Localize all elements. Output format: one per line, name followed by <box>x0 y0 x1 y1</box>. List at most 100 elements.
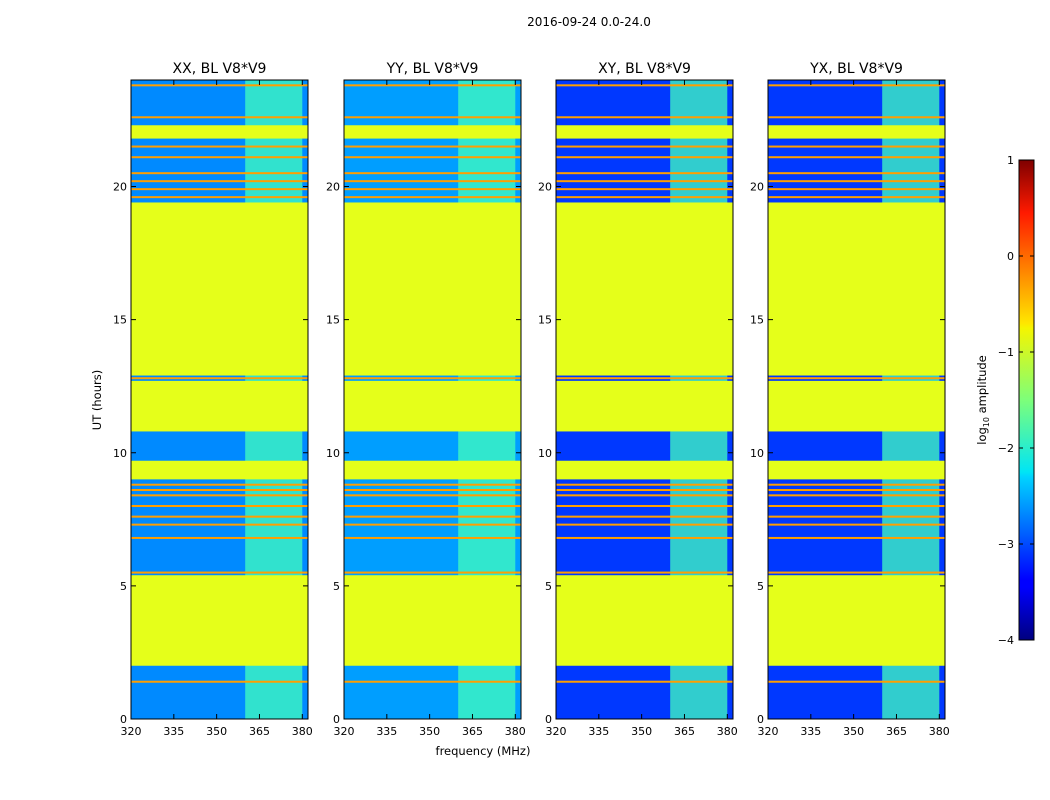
x-tick-label: 320 <box>121 725 142 738</box>
x-tick-label: 335 <box>588 725 609 738</box>
panel-xx: XX, BL V8*V9 320 335 350 365 380 0 5 10 15 20 <box>113 61 313 738</box>
flagged-range <box>556 202 733 376</box>
flagged-range <box>344 380 521 432</box>
y-tick-label: 10 <box>326 447 340 460</box>
panel-title: YY, BL V8*V9 <box>386 61 479 77</box>
flagged-range <box>768 125 945 139</box>
figure-title: 2016-09-24 0.0-24.0 <box>527 15 651 29</box>
narrow-line <box>344 145 521 148</box>
narrow-line <box>344 680 521 683</box>
narrow-line <box>556 116 733 119</box>
x-tick-label: 320 <box>758 725 779 738</box>
narrow-line <box>131 156 308 159</box>
narrow-line <box>768 180 945 183</box>
colorbar-gradient <box>1018 159 1035 641</box>
flagged-range <box>768 575 945 666</box>
colorbar-tick-label: −3 <box>998 538 1014 551</box>
narrow-line <box>768 172 945 175</box>
y-tick-label: 5 <box>333 580 340 593</box>
x-tick-label: 380 <box>717 725 738 738</box>
colorbar-label-sub: 10 <box>982 417 991 427</box>
narrow-line <box>768 116 945 119</box>
y-axis-label: UT (hours) <box>90 370 104 430</box>
y-tick-label: 5 <box>757 580 764 593</box>
y-tick-label: 15 <box>113 314 127 327</box>
y-tick-label: 0 <box>120 713 127 726</box>
narrow-line <box>131 515 308 518</box>
narrow-line <box>131 536 308 539</box>
narrow-line <box>556 489 733 492</box>
colorbar-tick-label: 0 <box>1007 250 1014 263</box>
y-tick-label: 15 <box>750 314 764 327</box>
narrow-line <box>131 116 308 119</box>
narrow-line <box>556 515 733 518</box>
x-tick-label: 320 <box>334 725 355 738</box>
narrow-line <box>556 536 733 539</box>
narrow-line <box>768 505 945 507</box>
narrow-line <box>131 180 308 183</box>
colorbar-tick-label: −4 <box>998 634 1014 647</box>
narrow-line <box>344 483 521 486</box>
x-tick-label: 380 <box>505 725 526 738</box>
flagged-range <box>556 575 733 666</box>
flagged-range <box>344 125 521 139</box>
panel-yx: YX, BL V8*V9 320 335 350 365 380 0 5 10 15 20 <box>750 61 950 738</box>
y-tick-label: 20 <box>326 181 340 194</box>
narrow-line <box>344 523 521 526</box>
narrow-line <box>768 196 945 199</box>
x-tick-label: 380 <box>929 725 950 738</box>
narrow-line <box>131 505 308 507</box>
narrow-line <box>556 196 733 199</box>
narrow-line <box>556 505 733 507</box>
y-tick-label: 10 <box>113 447 127 460</box>
narrow-line <box>344 196 521 199</box>
y-tick-label: 0 <box>545 713 552 726</box>
narrow-line <box>556 145 733 148</box>
panel-yy: YY, BL V8*V9 320 335 350 365 380 0 5 10 15 20 <box>326 61 526 738</box>
narrow-line <box>556 494 733 497</box>
narrow-line <box>768 680 945 683</box>
x-tick-label: 365 <box>462 725 483 738</box>
colorbar: −4 −3 −2 −1 0 1 <box>998 154 1035 647</box>
y-tick-label: 10 <box>538 447 552 460</box>
y-tick-label: 15 <box>326 314 340 327</box>
narrow-line <box>556 483 733 486</box>
colorbar-label: log10 amplitude <box>975 355 991 445</box>
y-tick-label: 20 <box>750 181 764 194</box>
narrow-line <box>131 172 308 175</box>
flagged-range <box>344 202 521 376</box>
narrow-line <box>344 172 521 175</box>
narrow-line <box>768 494 945 497</box>
narrow-line <box>556 180 733 183</box>
colorbar-tick-label: 1 <box>1007 154 1014 167</box>
panel-title: XY, BL V8*V9 <box>598 61 691 77</box>
y-tick-label: 10 <box>750 447 764 460</box>
x-tick-label: 335 <box>163 725 184 738</box>
panel-xy: XY, BL V8*V9 320 335 350 365 380 0 5 10 15 20 <box>538 61 738 738</box>
narrow-line <box>131 680 308 683</box>
x-tick-label: 350 <box>206 725 227 738</box>
narrow-line <box>344 505 521 507</box>
narrow-line <box>556 172 733 175</box>
x-tick-label: 380 <box>292 725 313 738</box>
y-tick-label: 0 <box>333 713 340 726</box>
narrow-line <box>344 571 521 574</box>
panel-frame <box>767 79 946 720</box>
narrow-line <box>344 156 521 159</box>
narrow-line <box>344 84 521 87</box>
flagged-range <box>131 202 308 376</box>
x-tick-label: 350 <box>631 725 652 738</box>
y-tick-label: 5 <box>120 580 127 593</box>
x-axis-label: frequency (MHz) <box>436 744 531 758</box>
x-tick-label: 335 <box>800 725 821 738</box>
narrow-line <box>768 571 945 574</box>
panel-title: YX, BL V8*V9 <box>809 61 903 77</box>
narrow-line <box>131 523 308 526</box>
narrow-line <box>344 180 521 183</box>
colorbar-tick-label: −2 <box>998 442 1014 455</box>
narrow-line <box>344 188 521 191</box>
flagged-range <box>344 575 521 666</box>
colorbar-label-rest: amplitude <box>975 355 989 417</box>
